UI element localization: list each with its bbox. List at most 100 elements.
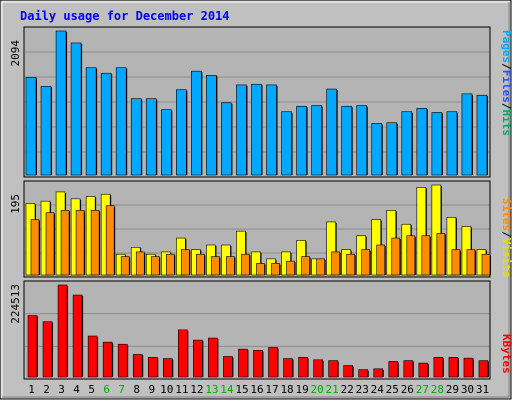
bar-kbytes-day-29: [448, 357, 459, 378]
panel-bars: [25, 30, 488, 176]
bar-sites-day-6: [105, 205, 115, 276]
bar-sites-day-21: [331, 251, 340, 276]
legend-separator: /: [500, 103, 512, 110]
bar-kbytes-day-5: [87, 335, 98, 378]
bar-kbytes-day-22: [343, 365, 353, 378]
legend-sites: Sites: [500, 198, 512, 231]
x-tick-label: 8: [133, 383, 140, 396]
bar-sites-day-7: [120, 256, 130, 276]
bar-kbytes-day-13: [208, 337, 218, 378]
bar-hits-day-17: [266, 84, 277, 176]
bar-sites-day-3: [60, 210, 70, 276]
bar-kbytes-day-6: [102, 341, 113, 378]
panel-2-ymax-label: 195: [9, 194, 22, 214]
bar-sites-day-4: [75, 210, 85, 276]
x-tick-label: 5: [88, 383, 95, 396]
x-tick-label: 25: [386, 383, 399, 396]
x-tick-label: 24: [371, 383, 385, 396]
bar-hits-day-22: [341, 105, 352, 176]
bar-visits-day-27: [416, 187, 427, 276]
bar-sites-day-12: [196, 253, 205, 276]
x-axis-labels: 1 2 3 4 5 6 7 8 9 10 11 12 13 14 15 16 17 18 19 20 21 22 23 24 2…: [28, 383, 489, 396]
panel-bars: [27, 284, 489, 378]
bar-sites-day-25: [391, 237, 401, 276]
bar-sites-day-29: [451, 249, 461, 276]
bar-kbytes-day-18: [283, 358, 293, 378]
panel-1-ymax-label: 2094: [9, 40, 22, 67]
x-tick-label: 21: [326, 383, 339, 396]
x-tick-label: 6: [103, 383, 110, 396]
legend-separator: /: [500, 63, 512, 70]
x-tick-label: 18: [280, 383, 293, 396]
bar-kbytes-day-24: [373, 368, 384, 378]
bar-kbytes-day-10: [162, 358, 173, 378]
x-tick-label: 1: [28, 383, 35, 396]
x-tick-label: 15: [235, 383, 248, 396]
x-tick-label: 11: [175, 383, 188, 396]
bar-sites-day-9: [150, 256, 160, 276]
bar-sites-day-23: [361, 249, 371, 276]
x-tick-label: 3: [58, 383, 65, 396]
bar-visits-day-21: [326, 221, 336, 276]
panel-grid: [25, 313, 489, 347]
bar-hits-day-28: [431, 112, 443, 176]
x-tick-label: 16: [250, 383, 263, 396]
x-tick-label: 29: [446, 383, 459, 396]
bar-sites-day-2: [45, 212, 55, 276]
bar-sites-day-17: [271, 263, 280, 276]
bar-hits-day-24: [371, 123, 383, 176]
x-tick-label: 30: [461, 383, 474, 396]
bar-hits-day-29: [446, 111, 458, 176]
bar-kbytes-day-2: [42, 321, 53, 378]
bar-hits-day-21: [326, 88, 337, 176]
x-tick-label: 10: [160, 383, 173, 396]
bar-kbytes-day-23: [358, 369, 369, 378]
bar-sites-day-14: [226, 256, 235, 276]
x-tick-label: 26: [401, 383, 414, 396]
bar-hits-day-13: [206, 74, 217, 176]
panel-bars: [25, 184, 491, 276]
x-tick-label: 28: [431, 383, 444, 396]
bar-kbytes-day-3: [57, 284, 68, 378]
bar-kbytes-day-20: [313, 359, 323, 378]
bar-hits-day-31: [476, 94, 488, 176]
bar-kbytes-day-31: [478, 360, 489, 378]
bar-hits-day-9: [145, 98, 157, 176]
bar-kbytes-day-30: [463, 357, 474, 378]
bar-hits-day-30: [461, 93, 473, 176]
bar-sites-day-27: [421, 235, 431, 276]
bar-hits-day-23: [356, 105, 368, 176]
bar-sites-day-28: [436, 233, 446, 276]
legend-pages: Pages: [500, 30, 512, 63]
bar-kbytes-day-25: [388, 361, 399, 378]
bar-sites-day-5: [90, 210, 100, 276]
bar-kbytes-day-21: [328, 360, 338, 378]
bar-sites-day-22: [346, 253, 355, 276]
bar-kbytes-day-8: [132, 354, 143, 378]
bar-hits-day-6: [100, 72, 112, 176]
bar-hits-day-7: [115, 67, 127, 176]
bar-hits-day-3: [55, 30, 67, 176]
bar-visits-day-28: [431, 184, 442, 276]
bar-kbytes-day-16: [253, 350, 263, 378]
bar-kbytes-day-4: [72, 294, 83, 378]
legend-separator: /: [500, 231, 512, 238]
legend-files: Files: [500, 70, 512, 103]
bar-kbytes-day-15: [238, 348, 248, 378]
bar-hits-day-27: [416, 107, 428, 176]
bar-kbytes-day-1: [27, 315, 38, 378]
bar-hits-day-16: [251, 83, 262, 176]
bar-hits-day-5: [85, 67, 97, 176]
legend-pages-files-hits: Pages/Files/Hits: [500, 30, 512, 136]
bar-hits-day-12: [191, 70, 202, 176]
bar-kbytes-day-12: [193, 339, 203, 378]
x-tick-label: 9: [148, 383, 155, 396]
bar-sites-day-20: [316, 258, 325, 276]
bar-kbytes-day-26: [403, 360, 414, 378]
legend-kbytes: KBytes: [500, 334, 512, 374]
bar-hits-day-1: [25, 77, 37, 176]
bar-sites-day-16: [256, 263, 265, 276]
legend-hits: Hits: [500, 110, 512, 137]
x-tick-label: 31: [476, 383, 489, 396]
